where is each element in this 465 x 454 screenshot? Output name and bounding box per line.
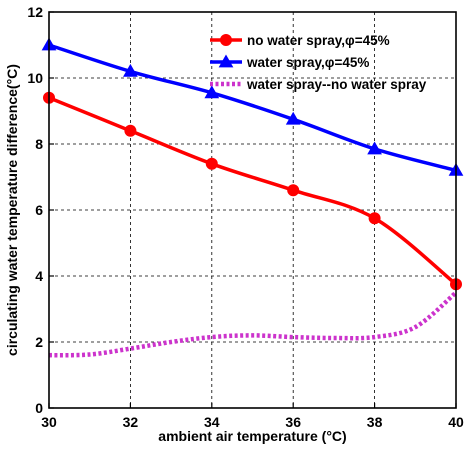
x-tick-label: 30 — [41, 414, 57, 430]
data-point — [204, 85, 220, 99]
x-axis-label: ambient air temperature (°C) — [158, 428, 346, 444]
y-tick-label: 4 — [35, 268, 43, 284]
data-point — [367, 141, 382, 155]
y-tick-label: 6 — [35, 202, 43, 218]
x-tick-label: 36 — [285, 414, 301, 430]
y-tick-label: 2 — [35, 334, 43, 350]
legend: no water spray,φ=45% water spray,φ=45% wat… — [210, 33, 427, 92]
legend-item: no water spray,φ=45% — [210, 33, 390, 48]
data-point — [368, 212, 381, 225]
y-tick-label: 10 — [27, 70, 43, 86]
grid — [49, 12, 456, 408]
data-point — [285, 111, 301, 125]
series-2 — [41, 37, 464, 176]
data-point — [123, 63, 138, 77]
x-tick-label: 34 — [204, 414, 220, 430]
y-tick-label: 0 — [35, 400, 43, 416]
series-line — [48, 96, 458, 286]
axis-ticks: 30 32 34 36 38 40 0 2 4 6 8 10 12 — [27, 4, 464, 430]
legend-marker — [218, 54, 234, 68]
x-tick-label: 38 — [367, 414, 383, 430]
series-line — [48, 290, 458, 358]
legend-item: water spray,φ=45% — [210, 54, 369, 70]
x-tick-label: 32 — [123, 414, 139, 430]
legend-label: water spray--no water spray — [246, 77, 427, 92]
x-tick-label: 40 — [448, 414, 464, 430]
legend-label: water spray,φ=45% — [246, 55, 369, 70]
series-1 — [43, 91, 462, 291]
series-3 — [48, 290, 458, 358]
data-point — [124, 124, 137, 137]
legend-item: water spray--no water spray — [210, 77, 427, 92]
series-line — [48, 43, 457, 173]
data-point — [287, 184, 300, 197]
y-tick-label: 8 — [35, 136, 43, 152]
series-group — [41, 37, 464, 358]
data-point — [205, 157, 218, 170]
legend-marker — [220, 34, 232, 46]
y-axis-label: circulating water temperature difference… — [4, 64, 20, 356]
y-tick-label: 12 — [27, 4, 43, 20]
legend-label: no water spray,φ=45% — [247, 33, 390, 48]
